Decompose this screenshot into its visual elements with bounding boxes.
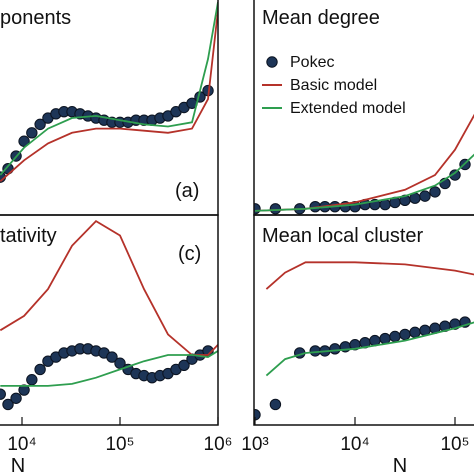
- data-point: [269, 203, 282, 215]
- panel-tag: (a): [175, 180, 199, 202]
- data-point: [389, 330, 401, 343]
- legend-label: Extended model: [290, 100, 406, 117]
- data-point: [10, 392, 22, 404]
- x-tick-label: 10⁶: [204, 434, 233, 455]
- series-line: [0, 350, 218, 387]
- series-line: [0, 10, 218, 182]
- plot-area: [254, 261, 474, 421]
- panel: Mean degree Pokec Basic model Extended mode…: [253, 0, 474, 216]
- x-tick-label: 10⁵: [105, 434, 134, 455]
- data-point: [254, 203, 261, 215]
- data-point: [269, 398, 282, 411]
- data-point: [106, 351, 118, 363]
- data-point: [429, 186, 441, 198]
- data-point: [329, 343, 341, 355]
- data-point: [409, 326, 421, 339]
- series-line: [254, 113, 474, 212]
- plot-area: [0, 219, 218, 411]
- legend-swatch: [266, 56, 278, 68]
- data-point: [18, 384, 30, 396]
- x-tick-label: 10⁴: [340, 434, 369, 455]
- series-line: [254, 153, 474, 212]
- panel: 10⁴ 10⁵ 10⁶ tativity (c) N: [0, 214, 233, 474]
- data-point: [0, 388, 6, 400]
- data-point: [26, 374, 38, 386]
- series-line: [265, 321, 474, 377]
- data-point: [34, 118, 46, 131]
- x-axis-label: N: [393, 455, 407, 474]
- plot-area: [254, 113, 474, 215]
- plot-area: [0, 1, 218, 183]
- panel-title: Mean degree: [262, 7, 380, 29]
- panel: 10³ 10⁴ 10⁵ Mean local cluster N: [241, 214, 474, 474]
- panel-frame: [253, 214, 474, 426]
- x-axis-label: N: [11, 455, 25, 474]
- data-point: [309, 345, 321, 357]
- data-point: [2, 398, 14, 411]
- panel-title: ponents: [0, 7, 71, 29]
- data-point: [379, 332, 391, 345]
- legend-label: Basic model: [290, 77, 377, 94]
- series-line: [265, 261, 474, 290]
- series-line: [0, 1, 218, 176]
- data-point: [18, 135, 30, 147]
- panel-title: tativity: [0, 225, 57, 247]
- legend-label: Pokec: [290, 54, 334, 71]
- x-tick-label: 10⁵: [440, 434, 469, 455]
- data-point: [449, 169, 461, 181]
- x-tick-label: 10⁴: [7, 434, 36, 455]
- panel-frame: [0, 214, 219, 426]
- data-point: [399, 328, 411, 341]
- panel-tag: (c): [178, 243, 201, 265]
- data-point: [419, 190, 431, 202]
- panel: ponents (a): [0, 0, 219, 216]
- data-point: [26, 127, 38, 139]
- x-tick-label: 10³: [241, 434, 268, 455]
- data-point: [34, 363, 46, 376]
- panel-title: Mean local cluster: [262, 225, 424, 247]
- data-point: [178, 359, 190, 372]
